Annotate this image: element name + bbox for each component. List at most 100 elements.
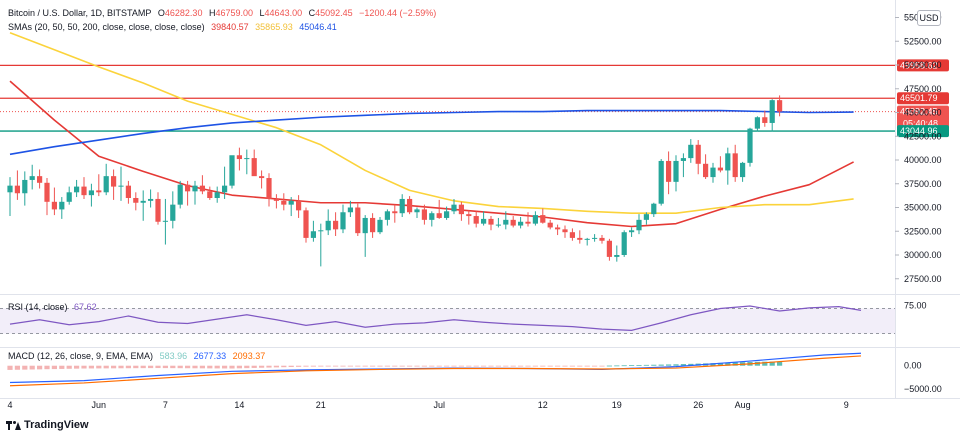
candle-body: [74, 186, 80, 193]
sma200-value: 45046.41: [299, 22, 337, 32]
macd-histogram-bar: [22, 365, 28, 370]
candle: [540, 208, 546, 224]
macd-histogram-bar: [296, 365, 302, 367]
ohlc-open: O46282.30: [157, 8, 203, 18]
candle: [658, 159, 664, 206]
macd-legend-label: MACD (12, 26, close, 9, EMA, EMA): [8, 351, 154, 361]
macd-histogram-bar: [162, 365, 168, 369]
candle: [103, 163, 109, 196]
candle: [725, 147, 731, 185]
macd-legend: MACD (12, 26, close, 9, EMA, EMA) 583.96…: [8, 351, 269, 361]
candle-body: [51, 201, 57, 210]
candle-body: [407, 198, 413, 213]
macd-histogram-bar: [103, 365, 109, 369]
level-price-tag: [897, 92, 949, 105]
candle: [740, 161, 746, 182]
macd-histogram-bar: [562, 365, 568, 367]
candle: [303, 207, 309, 243]
macd-histogram-bar: [362, 365, 368, 367]
candle-body: [340, 212, 346, 230]
sma-legend-label: SMAs (20, 50, 50, 200, close, close, clo…: [8, 22, 205, 32]
time-tick-label: Jul: [433, 400, 445, 410]
time-tick-label: 21: [316, 400, 326, 410]
candle: [510, 216, 516, 228]
rsi-legend-label: RSI (14, close): [8, 302, 68, 312]
candle-body: [281, 200, 287, 205]
macd-histogram-bar: [592, 365, 598, 367]
candle-body: [318, 230, 324, 232]
candle-body: [599, 237, 605, 241]
candle: [703, 154, 709, 179]
candle-body: [118, 185, 124, 187]
rsi-pane: 75.00: [0, 300, 927, 334]
rsi-tick-label: 75.00: [904, 300, 927, 310]
candle: [377, 217, 383, 235]
macd-histogram-bar: [488, 365, 494, 367]
candle-body: [488, 218, 494, 225]
candle-body: [362, 217, 368, 234]
candle: [621, 230, 627, 257]
macd-histogram-bar: [569, 365, 575, 367]
candle: [384, 209, 390, 226]
candle-body: [125, 185, 131, 198]
candle-body: [584, 238, 590, 240]
time-tick-label: 9: [844, 400, 849, 410]
macd-histogram-bar: [207, 365, 213, 369]
candle: [229, 155, 235, 189]
candle-body: [111, 176, 117, 187]
candle-body: [629, 230, 635, 233]
candle-body: [155, 198, 161, 222]
macd-histogram-bar: [495, 365, 501, 367]
macd-histogram-bar: [177, 365, 183, 369]
macd-histogram-bar: [525, 365, 531, 367]
grid: [0, 0, 960, 399]
candle: [88, 183, 94, 207]
macd-histogram-bar: [51, 365, 57, 370]
candle: [125, 180, 131, 204]
candle: [629, 227, 635, 237]
candle-body: [495, 224, 501, 226]
candle-body: [133, 198, 139, 203]
macd-histogram-bar: [584, 365, 590, 367]
macd-histogram-bar: [651, 364, 657, 366]
macd-histogram-bar: [251, 365, 257, 368]
macd-histogram-bar: [481, 365, 487, 367]
candle: [754, 116, 760, 132]
level-price-tag: [897, 59, 949, 72]
macd-histogram-bar: [66, 365, 72, 369]
candle-body: [725, 153, 731, 171]
candle-body: [754, 117, 760, 129]
candle: [340, 204, 346, 234]
sma50-value: 35865.93: [255, 22, 293, 32]
candle-body: [229, 155, 235, 186]
macd-histogram-bar: [643, 364, 649, 366]
candle: [606, 238, 612, 261]
candle-body: [703, 163, 709, 178]
tradingview-brand[interactable]: TradingView: [6, 419, 89, 431]
candle-body: [540, 215, 546, 223]
candle: [244, 149, 250, 175]
price-tick-label: 52500.00: [904, 36, 942, 46]
candle-body: [414, 209, 420, 213]
candle-body: [458, 204, 464, 215]
candle: [7, 177, 13, 217]
rsi-legend: RSI (14, close) 67.62: [8, 302, 101, 312]
time-tick-label: Jun: [92, 400, 107, 410]
candle-body: [29, 176, 35, 180]
macd-histogram-bar: [74, 365, 80, 369]
candle-body: [14, 185, 20, 194]
level-price-label: 43044.96: [900, 126, 938, 136]
candle-body: [103, 176, 109, 193]
candle-body: [747, 128, 753, 163]
candle-body: [436, 213, 442, 218]
candle: [222, 166, 228, 199]
candle: [362, 215, 368, 257]
currency-button[interactable]: USD: [917, 10, 941, 26]
candle: [14, 170, 20, 200]
candle: [747, 127, 753, 167]
candle: [444, 206, 450, 220]
ohlc-low: L44643.00: [259, 8, 303, 18]
candle-body: [651, 203, 657, 215]
candle-body: [170, 204, 176, 221]
